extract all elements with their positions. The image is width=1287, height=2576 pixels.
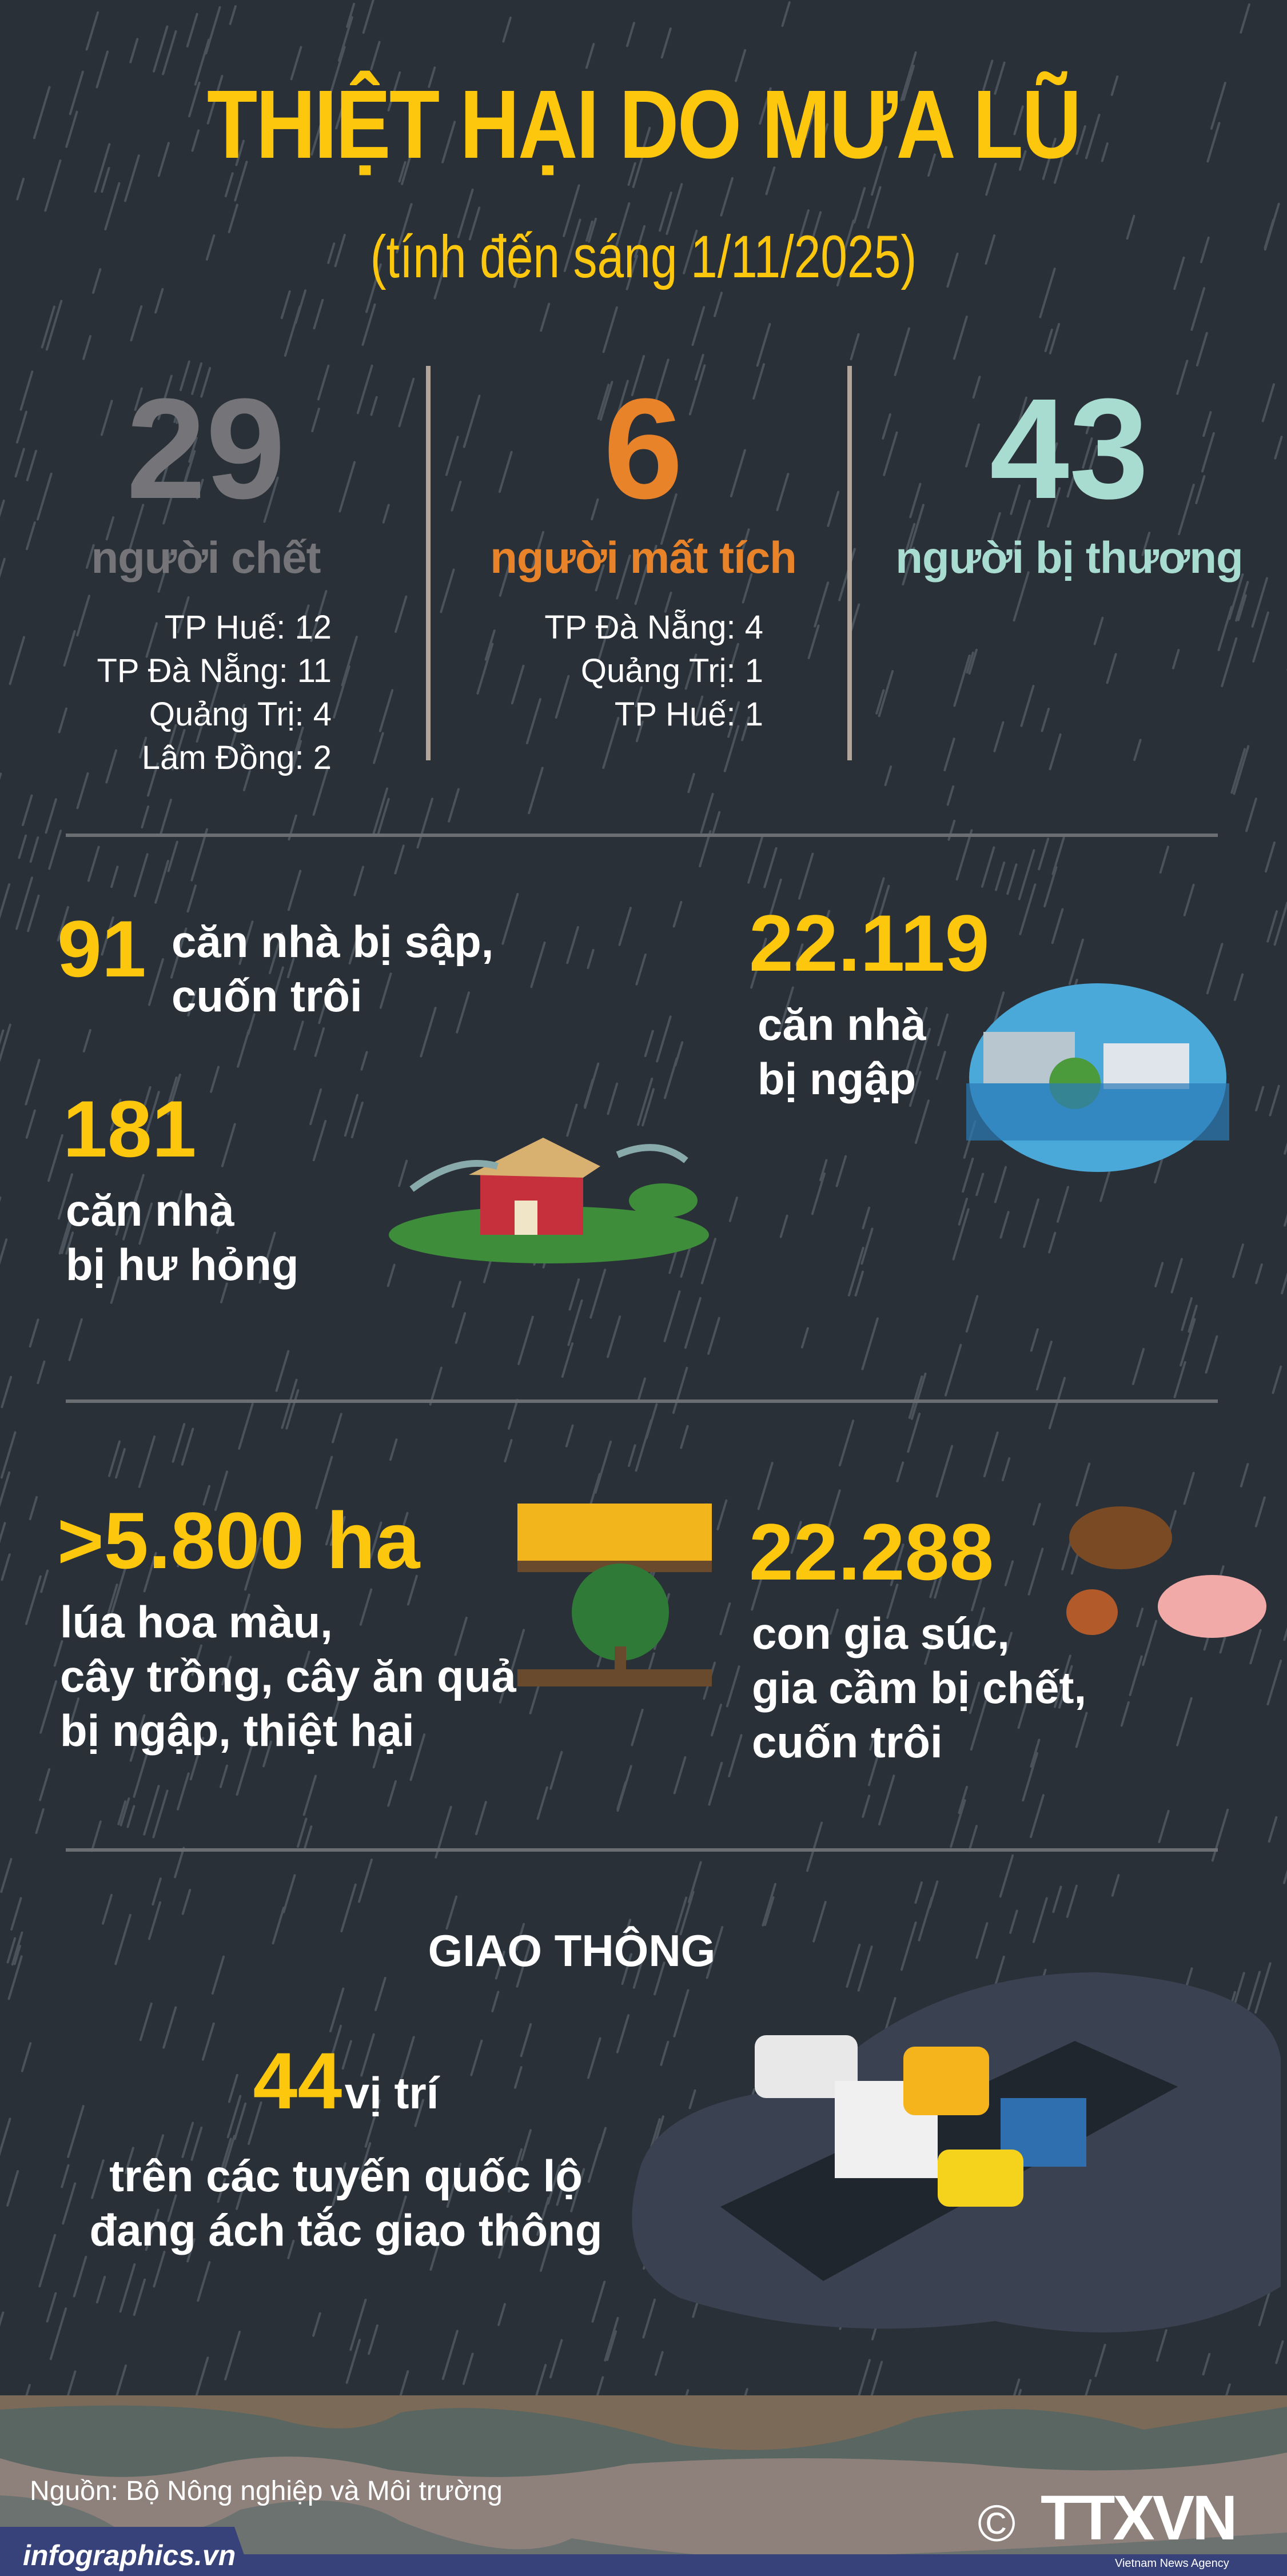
collapsed-text: căn nhà bị sập, cuốn trôi — [172, 915, 493, 1023]
bottom-landscape — [0, 2395, 1287, 2576]
traffic-stat: 44 vị trí trên các tuyến quốc lộ đang ác… — [46, 2041, 646, 2258]
text-line: căn nhà — [758, 999, 926, 1050]
injured-label: người bị thương — [895, 532, 1243, 583]
stat-injured: 43 người bị thương — [863, 377, 1275, 584]
text-line: cây trồng, cây ăn quả — [60, 1651, 516, 1701]
livestock-value: 22.288 — [749, 1507, 994, 1597]
divider — [426, 366, 431, 760]
text-line: bị ngập — [758, 1054, 917, 1104]
missing-count: 6 — [603, 369, 683, 528]
flooded-houses-illustration — [966, 983, 1229, 1172]
dead-count: 29 — [126, 369, 286, 528]
storm-house-illustration — [389, 1138, 709, 1263]
missing-label: người mất tích — [490, 532, 797, 583]
livestock-illustration — [1066, 1506, 1266, 1638]
crops-tree-illustration — [517, 1504, 712, 1686]
flooded-count: 22.119 — [749, 898, 990, 988]
text-line: lúa hoa màu, — [60, 1597, 333, 1647]
source-note: Nguồn: Bộ Nông nghiệp và Môi trường — [30, 2476, 503, 2506]
damaged-text: căn nhà bị hư hỏng — [66, 1183, 298, 1292]
section-divider — [66, 1848, 1218, 1852]
collapsed-count: 91 — [57, 904, 146, 994]
stat-missing: 6 người mất tích — [446, 377, 840, 584]
text-line: bị ngập, thiệt hại — [60, 1705, 415, 1756]
text-line: con gia súc, — [752, 1608, 1010, 1658]
text-line: căn nhà — [66, 1185, 234, 1235]
breakdown-item: TP Đà Nẵng: 11 — [97, 652, 332, 689]
crops-value: >5.800 ha — [57, 1496, 420, 1585]
breakdown-item: TP Huế: 12 — [164, 609, 332, 646]
copyright-icon: © — [978, 2495, 1016, 2553]
livestock-text: con gia súc, gia cầm bị chết, cuốn trôi — [752, 1606, 1086, 1769]
traffic-unit: vị trí — [344, 2068, 439, 2118]
damaged-count: 181 — [63, 1084, 197, 1174]
text-line: bị hư hỏng — [66, 1239, 299, 1290]
divider — [847, 366, 852, 760]
page-title: THIỆT HẠI DO MƯA LŨ — [206, 70, 1082, 179]
text-line: gia cầm bị chết, — [752, 1662, 1087, 1713]
ttxvn-logo: TTXVN — [1041, 2483, 1238, 2553]
breakdown-item: Quảng Trị: 1 — [580, 652, 763, 689]
site-link[interactable]: infographics.vn — [23, 2539, 236, 2571]
traffic-jam-illustration — [632, 1972, 1281, 2332]
text-line: căn nhà bị sập, — [172, 916, 494, 967]
breakdown-item: Quảng Trị: 4 — [149, 696, 332, 733]
injured-count: 43 — [989, 369, 1149, 528]
dead-label: người chết — [91, 532, 321, 583]
crops-text: lúa hoa màu, cây trồng, cây ăn quả bị ng… — [60, 1595, 516, 1758]
traffic-line2: đang ách tắc giao thông — [89, 2205, 603, 2255]
breakdown-item: TP Đà Nẵng: 4 — [544, 609, 763, 646]
breakdown-item: TP Huế: 1 — [614, 696, 763, 733]
traffic-count: 44 — [253, 2036, 342, 2126]
flooded-text: căn nhà bị ngập — [758, 998, 926, 1106]
section-divider — [66, 834, 1218, 837]
dead-breakdown: TP Huế: 12 TP Đà Nẵng: 11 Quảng Trị: 4 L… — [34, 606, 332, 780]
traffic-line1: trên các tuyến quốc lộ — [109, 2151, 583, 2201]
stat-dead: 29 người chết — [34, 377, 377, 584]
breakdown-item: Lâm Đồng: 2 — [141, 739, 332, 776]
text-line: cuốn trôi — [752, 1717, 943, 1767]
text-line: cuốn trôi — [172, 971, 362, 1021]
traffic-heading: GIAO THÔNG — [428, 1925, 716, 1976]
page-subtitle: (tính đến sáng 1/11/2025) — [370, 224, 917, 290]
missing-breakdown: TP Đà Nẵng: 4 Quảng Trị: 1 TP Huế: 1 — [446, 606, 763, 736]
logo-subtitle: Vietnam News Agency — [1115, 2557, 1229, 2570]
section-divider — [66, 1399, 1218, 1403]
